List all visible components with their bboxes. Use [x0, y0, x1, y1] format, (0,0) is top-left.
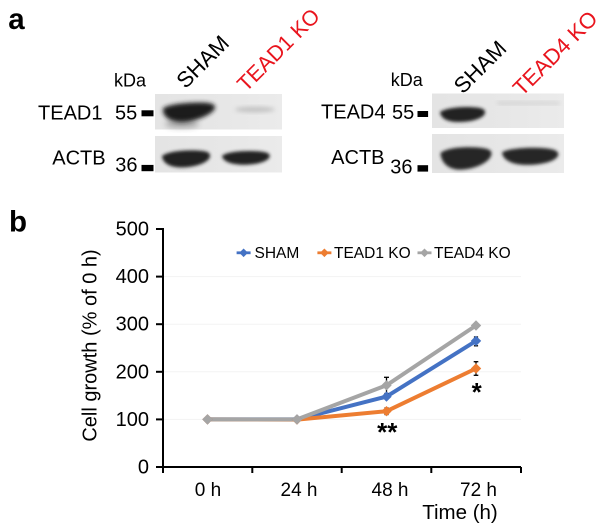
svg-text:TEAD4 KO: TEAD4 KO: [508, 6, 603, 101]
svg-text:ACTB: ACTB: [52, 147, 105, 169]
svg-text:TEAD4 KO: TEAD4 KO: [434, 245, 511, 262]
svg-text:300: 300: [116, 314, 149, 336]
svg-text:TEAD4: TEAD4: [321, 102, 385, 124]
svg-text:72 h: 72 h: [460, 480, 497, 501]
svg-text:36: 36: [115, 155, 137, 177]
svg-text:100: 100: [116, 409, 149, 431]
svg-text:0: 0: [138, 457, 149, 479]
svg-text:SHAM: SHAM: [255, 245, 300, 262]
svg-text:55: 55: [392, 102, 414, 124]
svg-text:TEAD1: TEAD1: [38, 103, 102, 125]
svg-text:ACTB: ACTB: [331, 147, 384, 169]
svg-text:TEAD1 KO: TEAD1 KO: [334, 245, 411, 262]
svg-text:a: a: [8, 3, 25, 36]
svg-text:b: b: [9, 206, 27, 239]
svg-text:48 h: 48 h: [372, 480, 409, 501]
svg-text:Cell growth (% of 0 h): Cell growth (% of 0 h): [80, 249, 102, 441]
svg-text:TEAD1 KO: TEAD1 KO: [233, 4, 325, 96]
svg-text:400: 400: [116, 266, 149, 288]
svg-text:36: 36: [390, 157, 412, 179]
svg-text:24 h: 24 h: [281, 480, 318, 501]
svg-text:SHAM: SHAM: [171, 30, 234, 93]
svg-text:*: *: [472, 377, 483, 407]
svg-text:SHAM: SHAM: [449, 36, 512, 99]
svg-text:0 h: 0 h: [195, 480, 221, 501]
svg-text:kDa: kDa: [391, 70, 424, 90]
svg-text:**: **: [377, 417, 398, 447]
svg-text:kDa: kDa: [114, 71, 147, 91]
svg-text:55: 55: [115, 103, 137, 125]
svg-text:Time (h): Time (h): [422, 501, 498, 524]
svg-text:200: 200: [116, 361, 149, 383]
svg-text:500: 500: [116, 219, 149, 241]
